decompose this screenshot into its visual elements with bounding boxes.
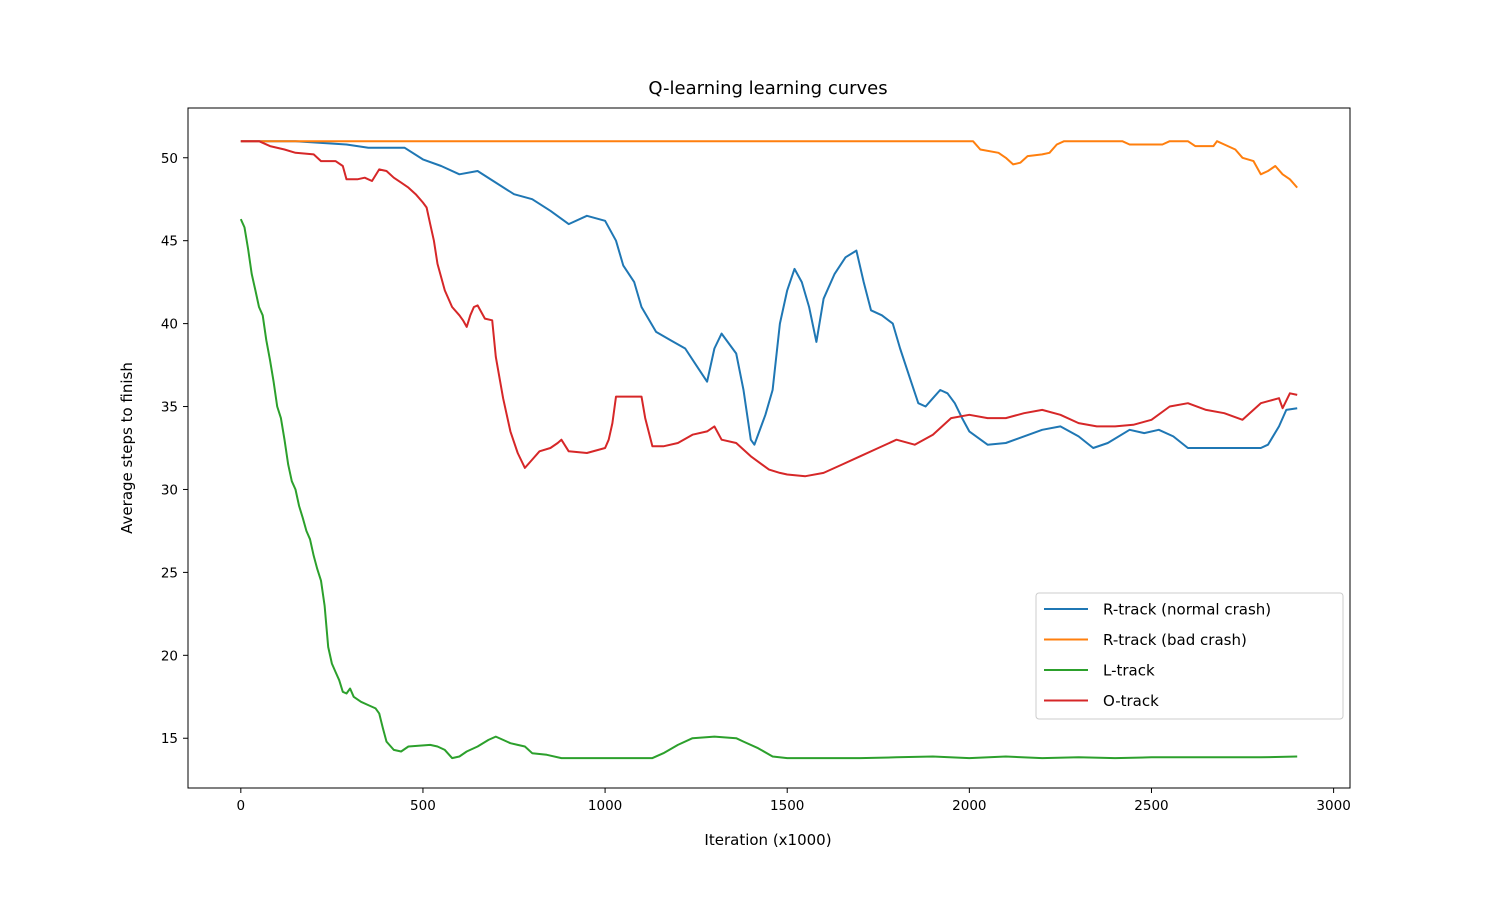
series-line-1: [240, 140, 1298, 449]
y-tick-label: 35: [161, 400, 178, 416]
series-line-3: [239, 218, 1298, 760]
y-tick-label: 45: [161, 234, 178, 250]
chart-title: Q-learning learning curves: [648, 78, 887, 99]
y-tick-label: 15: [161, 731, 178, 747]
x-tick-label: 3000: [1316, 798, 1350, 814]
x-tick-label: 1500: [770, 798, 804, 814]
legend-label: R-track (normal crash): [1103, 601, 1271, 619]
y-tick-label: 40: [161, 317, 178, 333]
y-tick-label: 20: [161, 648, 178, 664]
x-tick-label: 0: [237, 798, 246, 814]
plot-area: [187, 107, 1351, 789]
x-tick-label: 2500: [1134, 798, 1168, 814]
legend: R-track (normal crash) R-track (bad crash…: [1035, 592, 1344, 720]
legend-box: [1035, 592, 1344, 720]
x-tick-label: 2000: [952, 798, 986, 814]
legend-label: O-track: [1103, 692, 1159, 710]
y-tick-label: 25: [161, 565, 178, 581]
legend-label: R-track (bad crash): [1103, 631, 1247, 649]
x-tick-label: 1000: [588, 798, 622, 814]
x-tick-label: 500: [410, 798, 436, 814]
y-axis: 15 20 25 30 35 40 45 50: [161, 151, 188, 747]
x-axis-label: Iteration (x1000): [704, 831, 831, 849]
series-line-2: [240, 140, 1298, 189]
legend-label: L-track: [1103, 662, 1155, 680]
series-line-4: [240, 140, 1298, 478]
y-axis-label: Average steps to finish: [118, 362, 136, 534]
y-tick-label: 30: [161, 482, 178, 498]
y-tick-label: 50: [161, 151, 178, 167]
plot-frame: [187, 107, 1351, 789]
x-axis: 0 500 1000 1500 2000 2500 3000: [237, 788, 1351, 814]
series-layer: [239, 140, 1298, 760]
